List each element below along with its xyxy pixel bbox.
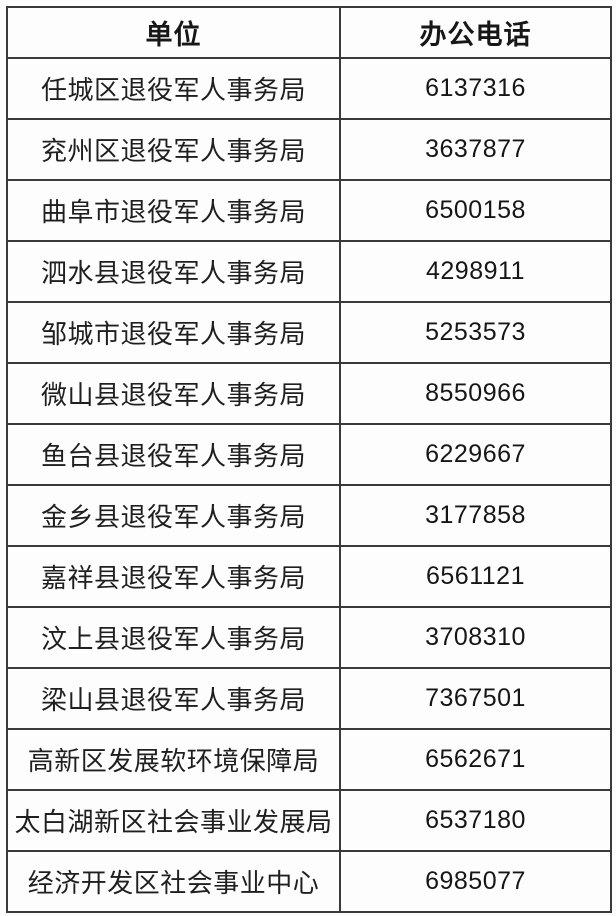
unit-cell: 太白湖新区社会事业发展局: [6, 789, 341, 852]
table-row: 任城区退役军人事务局 6137316: [6, 57, 612, 120]
unit-cell: 嘉祥县退役军人事务局: [6, 545, 341, 608]
table-row: 邹城市退役军人事务局 5253573: [6, 301, 612, 364]
table-row: 泗水县退役军人事务局 4298911: [6, 240, 612, 303]
unit-cell: 任城区退役军人事务局: [6, 57, 341, 120]
phone-cell: 3708310: [339, 606, 612, 669]
unit-cell: 兖州区退役军人事务局: [6, 118, 341, 181]
unit-cell: 梁山县退役军人事务局: [6, 667, 341, 730]
table-row: 高新区发展软环境保障局 6562671: [6, 728, 612, 791]
phone-cell: 8550966: [339, 362, 612, 425]
unit-cell: 曲阜市退役军人事务局: [6, 179, 341, 242]
table-row: 嘉祥县退役军人事务局 6561121: [6, 545, 612, 608]
table-row: 太白湖新区社会事业发展局 6537180: [6, 789, 612, 852]
table-row: 鱼台县退役军人事务局 6229667: [6, 423, 612, 486]
table-row: 曲阜市退役军人事务局 6500158: [6, 179, 612, 242]
phone-cell: 6985077: [339, 850, 612, 913]
unit-cell: 鱼台县退役军人事务局: [6, 423, 341, 486]
phone-cell: 6229667: [339, 423, 612, 486]
unit-cell: 金乡县退役军人事务局: [6, 484, 341, 547]
phone-cell: 6537180: [339, 789, 612, 852]
phone-cell: 5253573: [339, 301, 612, 364]
phone-column-header: 办公电话: [339, 6, 612, 59]
unit-cell: 微山县退役军人事务局: [6, 362, 341, 425]
unit-cell: 汶上县退役军人事务局: [6, 606, 341, 669]
phone-cell: 6137316: [339, 57, 612, 120]
phone-cell: 6562671: [339, 728, 612, 791]
unit-column-header: 单位: [6, 6, 341, 59]
phone-cell: 7367501: [339, 667, 612, 730]
header-row: 单位 办公电话: [6, 6, 612, 59]
table-row: 金乡县退役军人事务局 3177858: [6, 484, 612, 547]
phone-cell: 3637877: [339, 118, 612, 181]
unit-cell: 高新区发展软环境保障局: [6, 728, 341, 791]
table-row: 梁山县退役军人事务局 7367501: [6, 667, 612, 730]
table-row: 微山县退役军人事务局 8550966: [6, 362, 612, 425]
phone-cell: 3177858: [339, 484, 612, 547]
table-row: 兖州区退役军人事务局 3637877: [6, 118, 612, 181]
table-row: 经济开发区社会事业中心 6985077: [6, 850, 612, 913]
unit-cell: 邹城市退役军人事务局: [6, 301, 341, 364]
phone-cell: 6561121: [339, 545, 612, 608]
phone-cell: 4298911: [339, 240, 612, 303]
table-row: 汶上县退役军人事务局 3708310: [6, 606, 612, 669]
phone-cell: 6500158: [339, 179, 612, 242]
unit-cell: 泗水县退役军人事务局: [6, 240, 341, 303]
unit-cell: 经济开发区社会事业中心: [6, 850, 341, 913]
phone-directory-table: 单位 办公电话 任城区退役军人事务局 6137316 兖州区退役军人事务局 36378…: [6, 6, 612, 913]
